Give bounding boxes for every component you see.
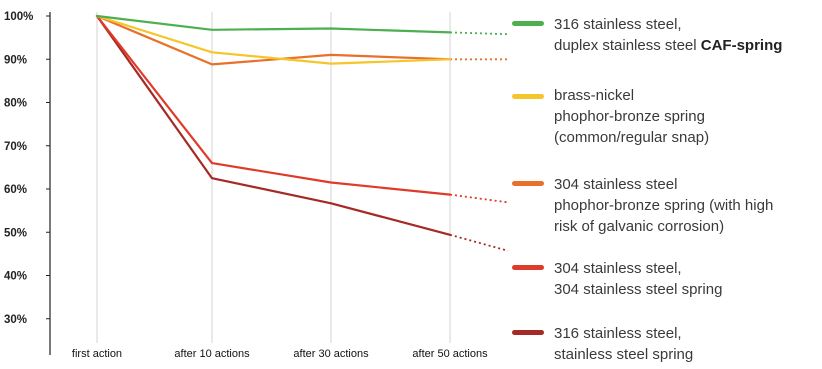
series-projection-0: [449, 31, 509, 36]
x-tick-label: after 30 actions: [293, 348, 369, 360]
legend-label: 316 stainless steel, duplex stainless ste…: [554, 14, 822, 56]
series-line-2: [95, 14, 452, 66]
series-line-3: [95, 14, 452, 196]
y-tick-label: 60%: [4, 184, 27, 196]
legend-label: 304 stainless steel, 304 stainless steel …: [554, 258, 822, 300]
y-tick-label: 30%: [4, 314, 27, 326]
legend-label: brass-nickel phophor-bronze spring (common…: [554, 85, 822, 148]
legend-label-line: 304 stainless steel spring: [554, 281, 723, 298]
legend-label-line: (common/regular snap): [554, 129, 710, 146]
legend-label-line: 316 stainless steel,: [554, 16, 682, 33]
legend-label-line: brass-nickel: [554, 87, 635, 104]
series-line-0: [95, 14, 452, 34]
legend-swatch: [512, 94, 544, 99]
legend-label-line: phophor-bronze spring (with high: [554, 197, 774, 214]
series-projection-4: [449, 233, 509, 252]
legend-swatch: [512, 181, 544, 186]
series-projection-3: [449, 193, 509, 204]
legend-label-line: 304 stainless steel,: [554, 260, 682, 277]
series-line-4: [95, 14, 452, 236]
legend-label-line: 316 stainless steel,: [554, 325, 682, 342]
legend-label-line: duplex stainless steel CAF-spring: [554, 37, 783, 54]
y-tick-label: 80%: [4, 98, 27, 110]
legend-label-line: 304 stainless steel: [554, 176, 678, 193]
legend-swatch: [512, 21, 544, 26]
x-tick-label: after 50 actions: [412, 348, 488, 360]
legend-label-line: stainless steel spring: [554, 346, 694, 363]
chart: 100% 90% 80% 70% 60% 50% 40% 30% first action aft…: [4, 11, 509, 360]
series-line-1: [95, 14, 452, 65]
y-tick-label: 90%: [4, 54, 27, 66]
y-tick-label: 100%: [4, 11, 33, 23]
legend-label-line: risk of galvanic corrosion): [554, 218, 725, 235]
y-tick-label: 50%: [4, 227, 27, 239]
legend-label-line: phophor-bronze spring: [554, 108, 705, 125]
legend-label: 316 stainless steel, stainless steel spri…: [554, 323, 822, 365]
legend-swatch: [512, 330, 544, 335]
x-tick-label: first action: [72, 348, 122, 360]
legend-swatch: [512, 265, 544, 270]
y-tick-label: 70%: [4, 141, 27, 153]
legend: 316 stainless steel, duplex stainless ste…: [510, 0, 822, 369]
legend-label: 304 stainless steel phophor-bronze spring…: [554, 174, 822, 237]
x-tick-label: after 10 actions: [174, 348, 250, 360]
legend-label-bold: CAF-spring: [700, 37, 783, 54]
line-chart: 100% 90% 80% 70% 60% 50% 40% 30% first action aft…: [4, 11, 509, 360]
y-tick-label: 40%: [4, 271, 27, 283]
